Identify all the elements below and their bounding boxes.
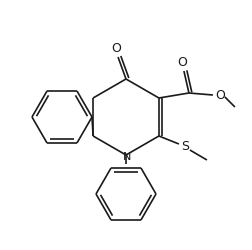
Text: S: S [180,140,188,153]
Text: O: O [214,89,224,102]
Text: O: O [111,42,120,55]
Text: N: N [122,152,131,161]
Text: O: O [176,56,186,69]
